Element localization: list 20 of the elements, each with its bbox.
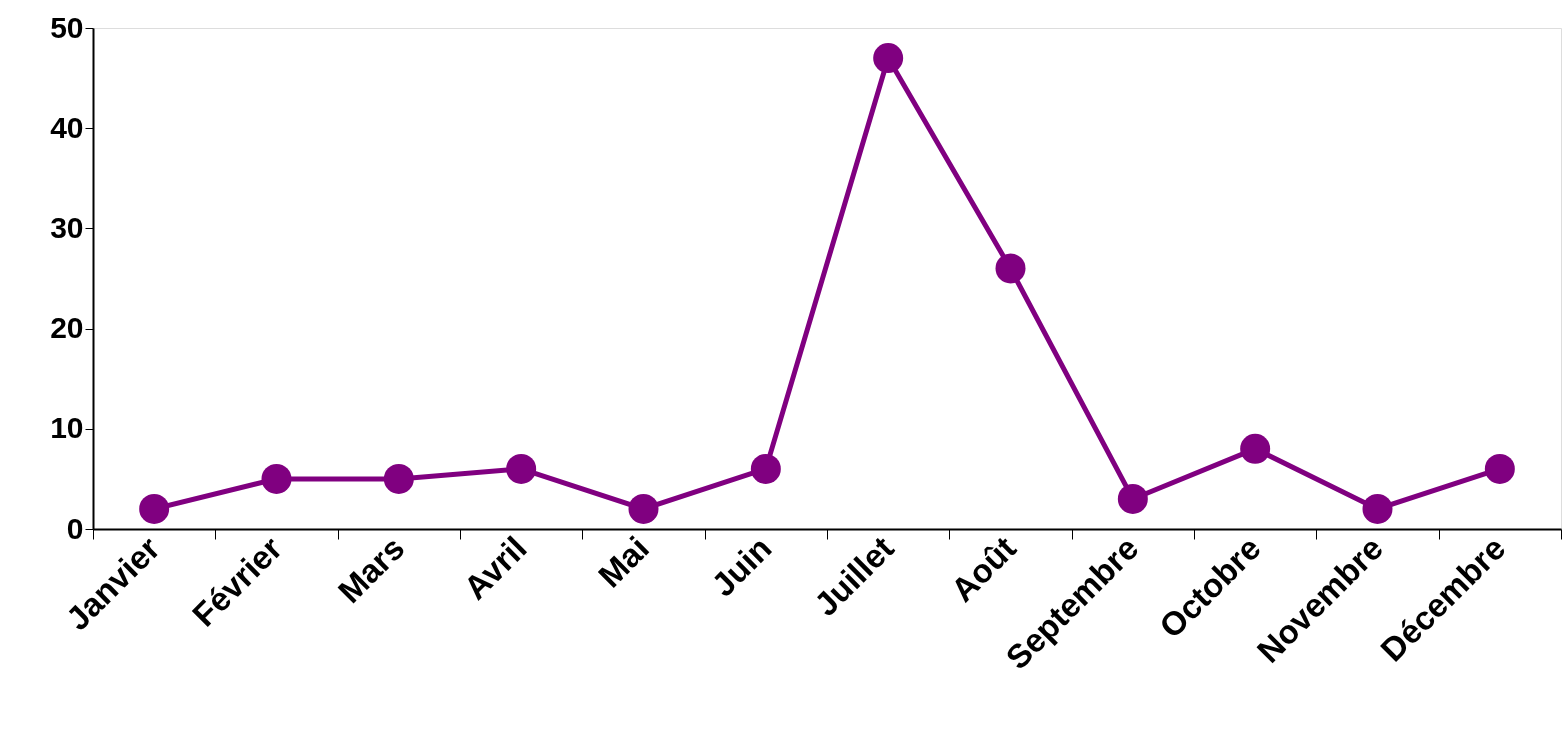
point bbox=[139, 493, 170, 524]
point bbox=[506, 453, 537, 484]
point bbox=[628, 493, 659, 524]
point bbox=[1117, 483, 1148, 514]
point bbox=[1484, 453, 1515, 484]
point bbox=[750, 453, 781, 484]
point bbox=[995, 253, 1026, 284]
y-tick-label: 30 bbox=[50, 210, 84, 244]
y-tick-label: 10 bbox=[50, 411, 84, 445]
point bbox=[261, 463, 292, 494]
x-tick-label: Juin bbox=[704, 529, 779, 604]
y-tick-label: 20 bbox=[50, 311, 84, 345]
x-tick-label: Mai bbox=[590, 529, 657, 595]
y-tick-label: 0 bbox=[66, 511, 84, 545]
point bbox=[1240, 433, 1271, 464]
y-tick-label: 40 bbox=[50, 110, 84, 144]
point bbox=[873, 43, 904, 74]
point bbox=[383, 463, 414, 494]
point bbox=[1362, 493, 1393, 524]
y-tick-label: 50 bbox=[50, 10, 84, 44]
